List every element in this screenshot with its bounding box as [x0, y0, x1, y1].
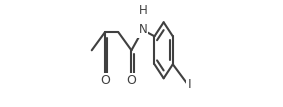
Text: O: O — [127, 74, 136, 87]
Text: N: N — [138, 23, 147, 36]
Text: O: O — [100, 74, 110, 87]
Text: H: H — [139, 4, 148, 17]
Text: I: I — [187, 79, 191, 91]
